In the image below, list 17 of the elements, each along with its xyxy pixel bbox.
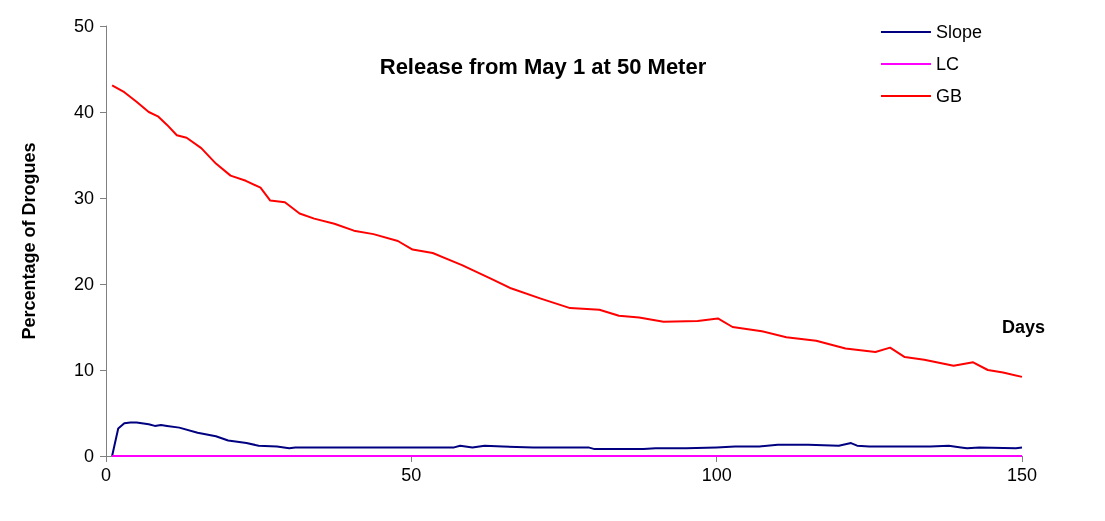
legend-label: LC <box>935 54 959 74</box>
x-tick-label: 150 <box>1006 465 1038 485</box>
legend-label: Slope <box>935 22 983 42</box>
x-tick-label: 100 <box>701 465 732 485</box>
x-tick-label: 0 <box>100 465 112 485</box>
y-tick-label: 10 <box>73 360 94 380</box>
y-tick-label: 50 <box>73 16 94 36</box>
text: Release from May 1 at 50 Meter <box>379 53 707 79</box>
y-tick-label: 0 <box>83 446 94 466</box>
y-axis-title: Percentage of Drogues <box>19 142 39 340</box>
y-tick-label: 30 <box>73 188 94 208</box>
legend-label: GB <box>935 86 962 106</box>
line-series <box>111 421 1023 457</box>
y-tick-label: 40 <box>73 102 94 122</box>
x-axis-title: Days <box>1002 317 1046 337</box>
x-tick-label: 50 <box>401 465 422 485</box>
y-tick-label: 20 <box>73 274 94 294</box>
